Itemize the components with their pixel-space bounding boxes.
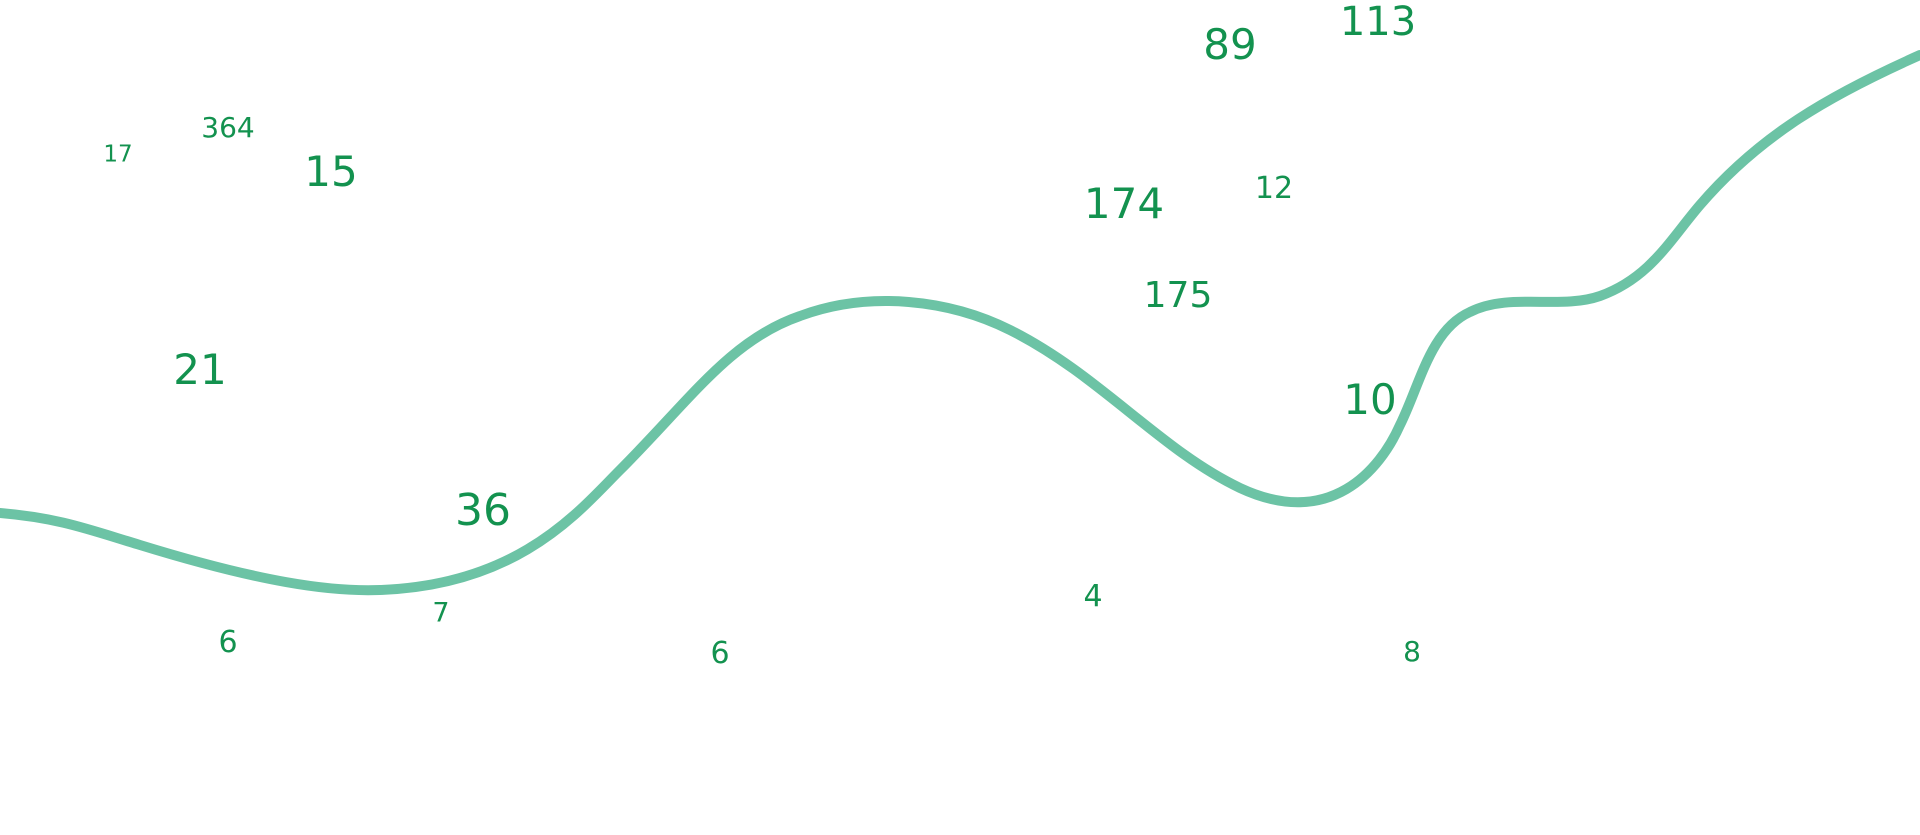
number-label: 6 (710, 636, 730, 671)
number-label: 8 (1403, 635, 1421, 668)
number-label: 4 (1083, 579, 1103, 614)
number-label: 15 (304, 147, 358, 196)
number-label: 7 (432, 597, 450, 629)
number-label: 6 (218, 625, 238, 660)
number-label: 89 (1203, 20, 1257, 69)
number-label: 174 (1083, 179, 1165, 228)
wave-line (0, 50, 1920, 596)
number-label: 21 (173, 345, 227, 394)
number-label: 10 (1343, 375, 1397, 424)
number-label: 113 (1339, 0, 1417, 45)
number-label: 12 (1254, 171, 1294, 206)
number-label: 364 (201, 111, 255, 144)
number-label: 175 (1143, 275, 1213, 316)
number-label: 36 (455, 485, 511, 536)
number-label: 17 (103, 141, 133, 168)
